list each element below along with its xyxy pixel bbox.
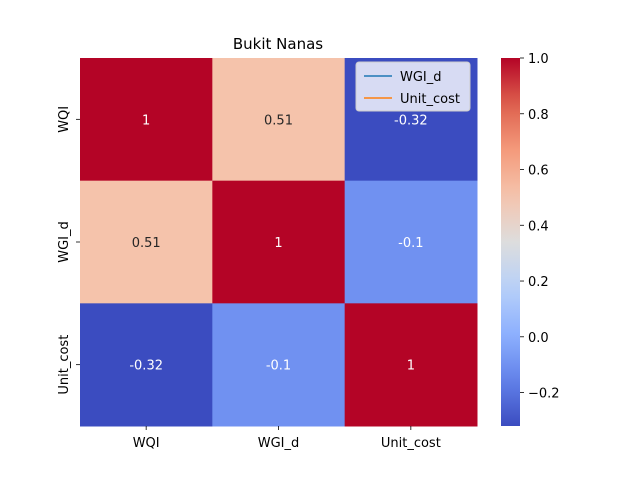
colorbar-tick-label: 0.0 xyxy=(528,331,549,346)
legend-entry-label: WGI_d xyxy=(400,70,442,85)
x-axis: WQI WGI_d Unit_cost xyxy=(133,426,441,451)
heatmap-cell xyxy=(212,303,346,427)
x-tick-label: WQI xyxy=(133,436,160,451)
legend: WGI_d Unit_cost xyxy=(355,61,471,112)
heatmap-cell xyxy=(80,58,213,182)
cell-annotation: -0.1 xyxy=(266,359,291,374)
heatmap-cells: 1 0.51 -0.32 0.51 1 -0.1 -0.32 -0.1 1 xyxy=(80,58,478,427)
heatmap-cell xyxy=(212,58,346,182)
cell-annotation: 0.51 xyxy=(132,236,161,251)
colorbar-tick-label: 0.4 xyxy=(528,219,549,234)
x-tick-label: WGI_d xyxy=(258,436,300,451)
colorbar-tick-label: −0.2 xyxy=(528,387,560,402)
heatmap-cell xyxy=(344,180,478,304)
y-tick-label: WGI_d xyxy=(57,221,72,263)
cell-annotation: -0.1 xyxy=(398,236,423,251)
colorbar: 1.0 0.8 0.6 0.4 0.2 0.0 −0.2 xyxy=(501,52,560,426)
heatmap-cell xyxy=(212,180,346,304)
cell-annotation: 1 xyxy=(407,359,415,374)
cell-annotation: 1 xyxy=(274,236,282,251)
heatmap-cell xyxy=(80,180,213,304)
cell-annotation: -0.32 xyxy=(394,113,428,128)
y-tick-label: WQI xyxy=(57,106,72,133)
heatmap-cell xyxy=(80,303,213,427)
y-axis: WQI WGI_d Unit_cost xyxy=(57,106,80,395)
cell-annotation: 1 xyxy=(142,113,150,128)
y-tick-label: Unit_cost xyxy=(57,335,72,395)
x-tick-label: Unit_cost xyxy=(381,436,441,451)
cell-annotation: 0.51 xyxy=(264,113,293,128)
colorbar-tick-label: 0.6 xyxy=(528,164,549,179)
cell-annotation: -0.32 xyxy=(129,359,163,374)
heatmap-cell xyxy=(344,303,478,427)
colorbar-tick-label: 0.2 xyxy=(528,275,549,290)
colorbar-tick-label: 0.8 xyxy=(528,108,549,123)
chart-title: Bukit Nanas xyxy=(233,35,323,53)
colorbar-gradient xyxy=(501,58,520,426)
legend-entry-label: Unit_cost xyxy=(400,92,460,107)
colorbar-tick-label: 1.0 xyxy=(528,52,549,67)
